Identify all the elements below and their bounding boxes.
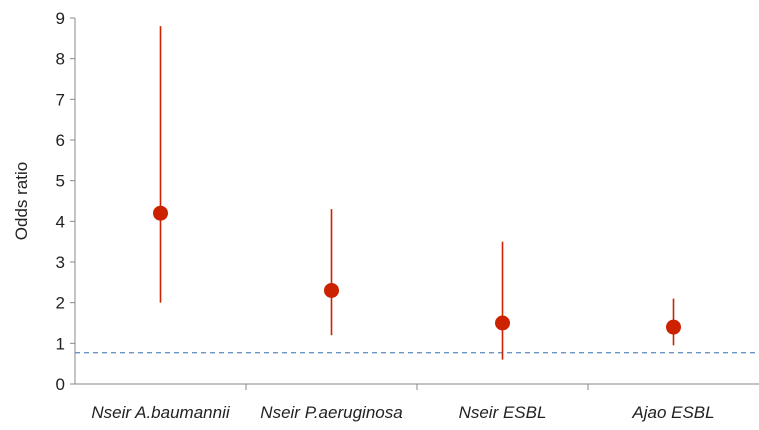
x-tick-label: Nseir ESBL xyxy=(459,403,547,422)
x-tick-label: Nseir A.baumannii xyxy=(91,403,230,422)
y-tick-label: 1 xyxy=(56,334,65,353)
y-tick-label: 4 xyxy=(56,212,65,231)
data-point xyxy=(495,315,510,331)
y-tick-label: 7 xyxy=(56,90,65,109)
y-tick-label: 9 xyxy=(56,9,65,28)
y-tick-label: 0 xyxy=(56,375,65,394)
y-axis: 0 1 2 3 4 5 6 7 8 9 xyxy=(56,9,76,394)
data-point xyxy=(666,319,681,335)
y-tick-label: 2 xyxy=(56,294,65,313)
data-point xyxy=(324,282,339,298)
y-tick-label: 8 xyxy=(56,50,65,69)
data-point xyxy=(153,205,168,221)
y-tick-label: 3 xyxy=(56,253,65,272)
y-tick-label: 6 xyxy=(56,131,65,150)
x-axis: Nseir A.baumannii Nseir P.aeruginosa Nseir… xyxy=(75,383,759,422)
x-tick-label: Ajao ESBL xyxy=(631,403,714,422)
y-tick-label: 5 xyxy=(56,172,65,191)
x-tick-label: Nseir P.aeruginosa xyxy=(260,403,402,422)
y-axis-title: Odds ratio xyxy=(12,162,31,240)
data-points xyxy=(153,205,681,335)
error-bars xyxy=(159,26,675,360)
